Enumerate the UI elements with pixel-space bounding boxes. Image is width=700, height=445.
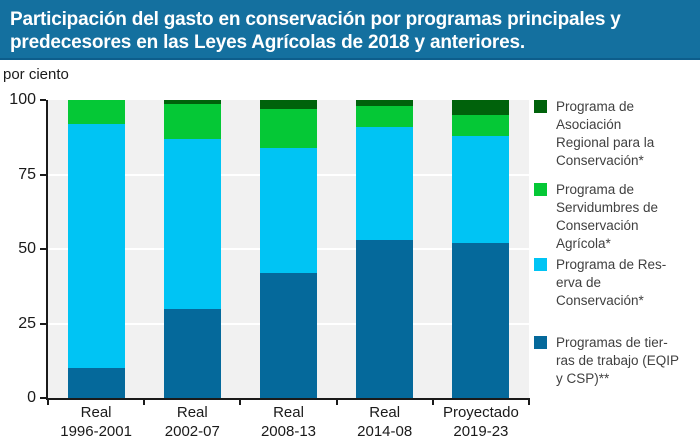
bar-segment bbox=[260, 108, 317, 148]
bar-segment bbox=[163, 308, 221, 398]
legend-item: Programa de Asociación Regional para la … bbox=[534, 98, 696, 170]
figure-title-bar: Participación del gasto en conservación … bbox=[0, 0, 700, 60]
bar-segment bbox=[67, 123, 125, 369]
x-tick-label: Real 2002-07 bbox=[164, 404, 220, 440]
bar-segment bbox=[452, 243, 510, 398]
x-tick-mark bbox=[143, 400, 146, 405]
y-tick-mark bbox=[40, 248, 46, 250]
legend-swatch-icon bbox=[534, 100, 547, 113]
legend-item: Programa de Servidumbres de Conservación… bbox=[534, 181, 696, 253]
x-tick-label: Real 1996-2001 bbox=[60, 404, 132, 440]
legend-item: Programas de tier- ras de trabajo (EQIP … bbox=[534, 334, 696, 388]
y-tick-mark bbox=[40, 173, 46, 176]
bar-segment bbox=[356, 100, 414, 106]
x-tick-mark bbox=[431, 400, 434, 405]
figure-title-line1: Participación del gasto en conservación … bbox=[10, 9, 621, 30]
x-tick-label: Real 2008-13 bbox=[260, 404, 317, 440]
bar-segment bbox=[260, 272, 317, 398]
x-tick-label: Proyectado 2019-23 bbox=[442, 404, 519, 440]
x-tick-mark bbox=[528, 400, 530, 405]
y-tick-label: 75 bbox=[18, 165, 36, 183]
bar-segment bbox=[452, 114, 510, 136]
figure-title-line2: predecesores en las Leyes Agrícolas de 2… bbox=[10, 32, 525, 53]
legend: Programa de Asociación Regional para la … bbox=[534, 0, 696, 445]
bar-segment bbox=[356, 126, 414, 241]
y-tick-mark bbox=[40, 397, 46, 399]
x-tick-label: Real 2014-08 bbox=[357, 404, 413, 440]
bar-segment bbox=[356, 240, 414, 398]
bar-segment bbox=[67, 100, 125, 124]
y-tick-mark bbox=[40, 322, 46, 325]
legend-swatch-icon bbox=[534, 183, 547, 196]
bar-segment bbox=[260, 100, 317, 109]
legend-swatch-icon bbox=[534, 258, 547, 271]
y-tick-mark bbox=[40, 99, 46, 101]
bar-segment bbox=[67, 368, 125, 398]
bar-segment bbox=[163, 100, 221, 105]
x-tick-mark bbox=[47, 400, 49, 405]
y-axis-line bbox=[46, 100, 48, 400]
bar-segment bbox=[260, 147, 317, 273]
y-tick-label: 50 bbox=[18, 240, 36, 257]
y-tick-label: 25 bbox=[18, 314, 36, 332]
x-tick-mark bbox=[239, 400, 242, 405]
bar-segment bbox=[452, 135, 510, 244]
legend-label: Programas de tier- ras de trabajo (EQIP … bbox=[556, 335, 680, 386]
legend-label: Programa de Servidumbres de Conservación… bbox=[556, 182, 659, 251]
legend-swatch-icon bbox=[534, 336, 547, 349]
y-tick-label: 0 bbox=[27, 389, 36, 406]
x-axis-line bbox=[46, 398, 530, 400]
y-axis-unit-label: por ciento bbox=[3, 66, 69, 83]
plot-area bbox=[48, 100, 529, 398]
legend-label: Programa de Asociación Regional para la … bbox=[556, 99, 655, 168]
bar-segment bbox=[452, 100, 510, 115]
bar-segment bbox=[356, 105, 414, 127]
bar-segment bbox=[163, 104, 221, 139]
y-tick-label: 100 bbox=[9, 91, 36, 108]
legend-label: Programa de Res- erva de Conservación* bbox=[556, 257, 667, 308]
x-tick-mark bbox=[335, 400, 338, 405]
legend-item: Programa de Res- erva de Conservación* bbox=[534, 256, 696, 310]
bar-segment bbox=[163, 138, 221, 309]
